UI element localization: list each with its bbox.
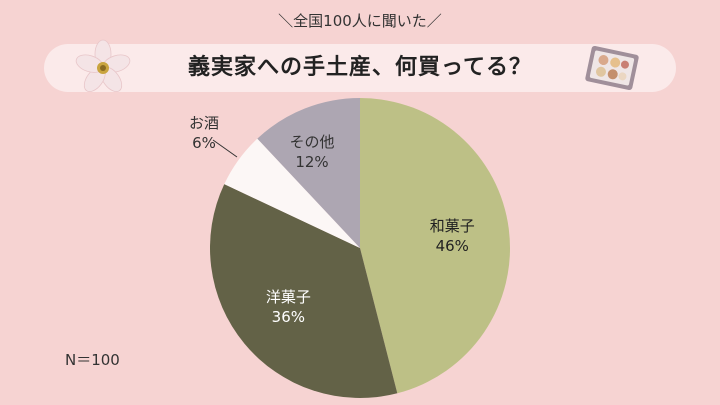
- pie-slices: [209, 98, 510, 398]
- pie-slice: [224, 138, 360, 248]
- slice-category: 和菓子: [429, 217, 475, 236]
- slice-category: その他: [289, 133, 335, 151]
- pie-slice: [257, 98, 360, 248]
- slice-percent: 36%: [271, 308, 305, 327]
- slice-percent: 6%: [192, 134, 216, 152]
- gift-box-icon: [585, 45, 639, 91]
- slice-percent: 12%: [295, 153, 329, 171]
- slice-percent: 46%: [435, 237, 469, 256]
- slice-label: その他 12%: [289, 132, 334, 172]
- slice-label: 洋菓子 36%: [266, 287, 311, 327]
- slice-label: 和菓子 46%: [430, 216, 475, 256]
- pie-slice: [209, 184, 398, 398]
- chart-title: 義実家への手土産、何買ってる？: [188, 55, 532, 80]
- chart-subtitle: ＼全国100人に聞いた／: [278, 12, 442, 30]
- pie-slice: [360, 98, 510, 394]
- flower-icon: [75, 39, 131, 92]
- leader-line: [212, 139, 238, 158]
- slice-category: お酒: [188, 114, 220, 132]
- slice-label: お酒 6%: [189, 113, 219, 153]
- sample-size-note: N＝100: [65, 351, 120, 369]
- title-banner: 義実家への手土産、何買ってる？: [44, 44, 676, 92]
- slice-category: 洋菓子: [265, 288, 311, 307]
